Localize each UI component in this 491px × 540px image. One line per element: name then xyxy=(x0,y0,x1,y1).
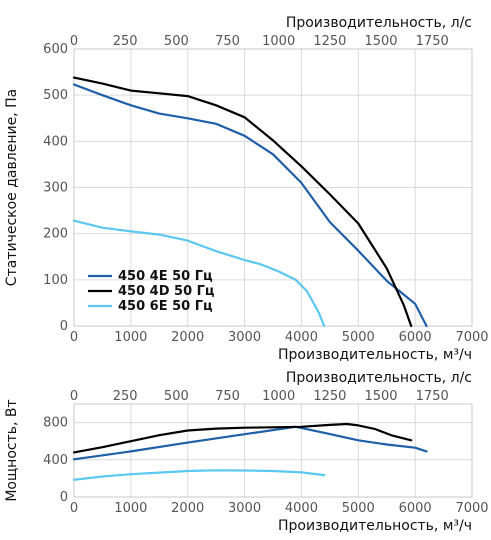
chart-1-series-line-3 xyxy=(72,219,326,328)
chart-2-x2tick-label: 1250 xyxy=(313,389,346,404)
chart-1-xtick-label: 1000 xyxy=(114,330,147,345)
chart-1-xtick-label: 6000 xyxy=(399,330,432,345)
chart-1-x2tick-label: 750 xyxy=(215,34,240,49)
chart-2-x2tick-label: 0 xyxy=(70,389,78,404)
chart-2-series-line-3 xyxy=(72,469,326,481)
chart-1-x-axis-title: Производительность, м³/ч xyxy=(278,347,472,363)
chart-2-xtick-label: 7000 xyxy=(455,501,488,516)
chart-2-xtick-label: 3000 xyxy=(228,501,261,516)
chart-2-ytick-label: 800 xyxy=(43,416,68,431)
chart-1-x2tick-label: 0 xyxy=(70,34,78,49)
chart-1-xtick-label: 7000 xyxy=(455,330,488,345)
chart-1-x2tick-label: 1000 xyxy=(262,34,295,49)
chart-1-ytick-label: 400 xyxy=(43,134,68,149)
chart-2-xtick-label: 0 xyxy=(70,501,78,516)
chart-2-frame xyxy=(73,403,473,498)
chart-2-series-line-2 xyxy=(72,422,413,454)
chart-1-x2tick-label: 1500 xyxy=(364,34,397,49)
chart-1-ytick-label: 100 xyxy=(43,273,68,288)
legend-label-1: 450 4E 50 Гц xyxy=(118,269,213,284)
chart-2-x2tick-label: 1000 xyxy=(262,389,295,404)
chart-1-xtick-label: 2000 xyxy=(171,330,204,345)
chart-2-ytick-label: 400 xyxy=(43,453,68,468)
chart-2-x2tick-label: 1500 xyxy=(364,389,397,404)
chart-2-xtick-label: 2000 xyxy=(171,501,204,516)
chart-2-x2-axis-title: Производительность, л/с xyxy=(286,370,472,386)
chart-2-xtick-label: 6000 xyxy=(399,501,432,516)
chart-1-frame xyxy=(73,48,473,327)
chart-1-xtick-label: 4000 xyxy=(285,330,318,345)
chart-1-series-line-2 xyxy=(72,76,413,328)
chart-2-y-axis-title: Мощность, Вт xyxy=(4,399,20,501)
chart-2-xtick-label: 1000 xyxy=(114,501,147,516)
chart-1-x2tick-label: 250 xyxy=(113,34,138,49)
legend-label-3: 450 6E 50 Гц xyxy=(118,299,213,314)
chart-1-ytick-label: 0 xyxy=(60,319,68,334)
chart-2-x-axis-title: Производительность, м³/ч xyxy=(278,518,472,534)
chart-1-x2tick-label: 500 xyxy=(164,34,189,49)
chart-2-xtick-label: 5000 xyxy=(342,501,375,516)
chart-1-xtick-label: 0 xyxy=(70,330,78,345)
legend-label-2: 450 4D 50 Гц xyxy=(118,284,215,299)
chart-1-y-axis-title: Статическое давление, Па xyxy=(4,89,20,286)
chart-1-series-line-1 xyxy=(72,83,428,328)
chart-2-x2tick-label: 250 xyxy=(113,389,138,404)
chart-1-ytick-label: 300 xyxy=(43,181,68,196)
chart-1-x2tick-label: 1250 xyxy=(313,34,346,49)
chart-2-x2tick-label: 1750 xyxy=(416,389,449,404)
chart-1-x2tick-label: 1750 xyxy=(416,34,449,49)
chart-2-x2tick-label: 500 xyxy=(164,389,189,404)
chart-1-xtick-label: 5000 xyxy=(342,330,375,345)
chart-2-xtick-label: 4000 xyxy=(285,501,318,516)
chart-1-ytick-label: 500 xyxy=(43,88,68,103)
chart-2-series-line-1 xyxy=(72,425,428,461)
chart-1-ytick-label: 200 xyxy=(43,227,68,242)
chart-2-x2tick-label: 750 xyxy=(215,389,240,404)
chart-1-x2-axis-title: Производительность, л/с xyxy=(286,15,472,31)
chart-1-xtick-label: 3000 xyxy=(228,330,261,345)
chart-2-ytick-label: 0 xyxy=(60,490,68,505)
chart-1-ytick-label: 600 xyxy=(43,42,68,57)
